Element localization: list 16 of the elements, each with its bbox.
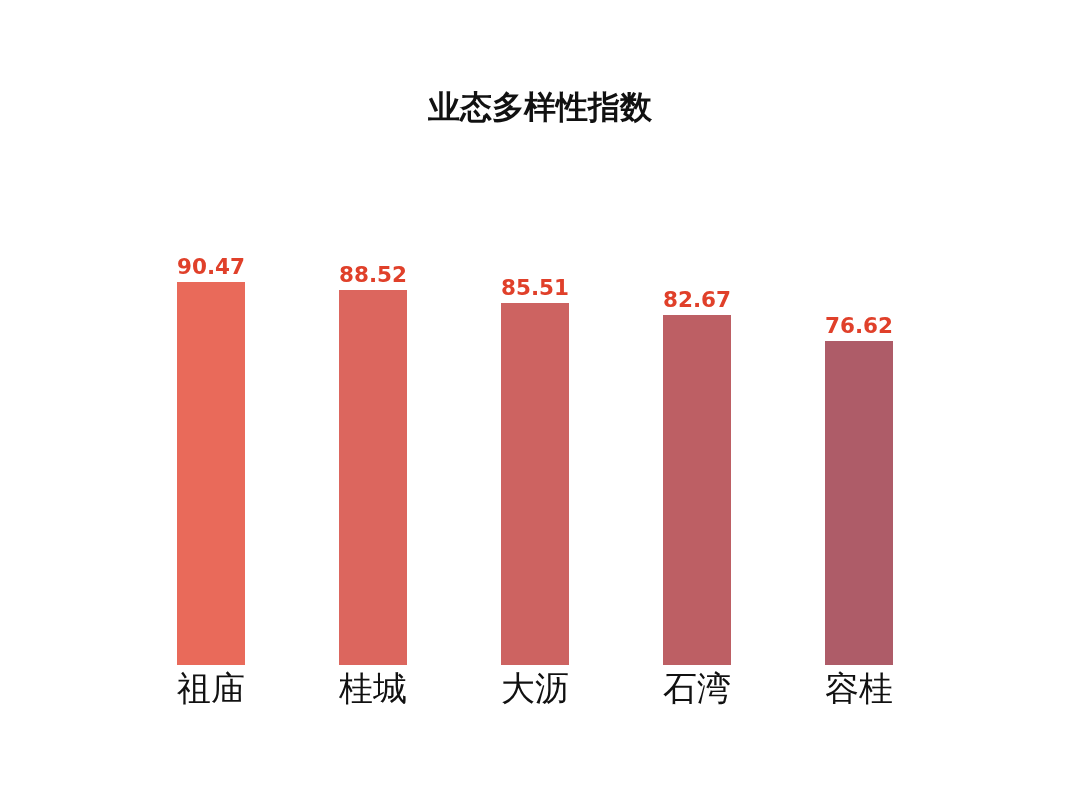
x-tick-label: 石湾 bbox=[663, 668, 731, 708]
x-tick-label: 祖庙 bbox=[177, 668, 245, 708]
chart-title: 业态多样性指数 bbox=[427, 87, 653, 126]
data-label: 88.52 bbox=[338, 262, 408, 288]
bar bbox=[338, 290, 408, 665]
bar bbox=[176, 282, 246, 665]
data-label: 85.51 bbox=[500, 275, 570, 301]
data-label: 76.62 bbox=[824, 312, 894, 338]
x-tick-label: 桂城 bbox=[338, 668, 407, 708]
bar bbox=[824, 340, 894, 665]
x-tick-label: 大沥 bbox=[501, 668, 569, 708]
bar bbox=[662, 315, 732, 665]
data-label: 82.67 bbox=[662, 287, 732, 313]
data-label: 90.47 bbox=[176, 254, 246, 280]
bar bbox=[500, 303, 570, 665]
x-tick-label: 容桂 bbox=[825, 668, 893, 708]
